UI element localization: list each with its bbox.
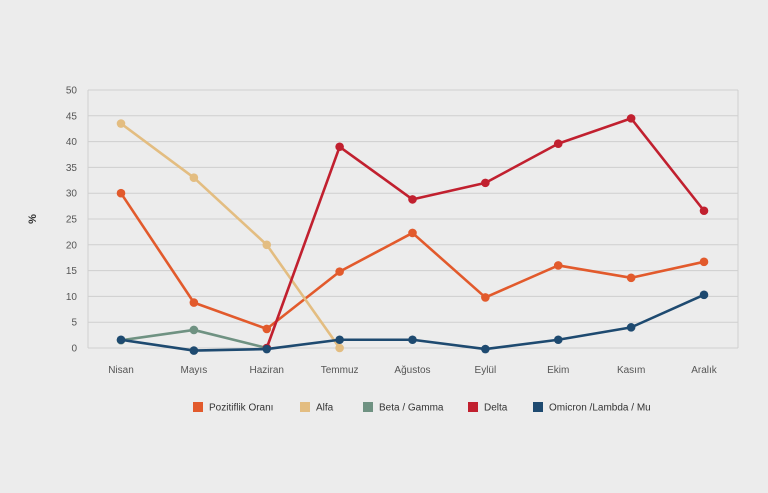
series-group bbox=[116, 188, 709, 334]
legend-label: Omicron /Lambda / Mu bbox=[549, 403, 651, 414]
y-tick-label: 30 bbox=[66, 189, 78, 200]
data-point bbox=[553, 261, 563, 270]
x-tick-label: Ekim bbox=[547, 365, 569, 376]
data-point bbox=[335, 142, 344, 152]
data-point bbox=[553, 335, 563, 345]
data-point bbox=[189, 346, 199, 355]
data-point bbox=[262, 240, 272, 250]
data-point bbox=[189, 173, 199, 183]
data-point bbox=[699, 206, 709, 216]
data-point bbox=[262, 344, 272, 354]
x-tick-label: Temmuz bbox=[321, 365, 359, 376]
data-point bbox=[408, 228, 417, 238]
x-tick-label: Haziran bbox=[250, 365, 284, 376]
data-point bbox=[626, 114, 636, 123]
data-point bbox=[408, 335, 417, 345]
data-point bbox=[481, 344, 490, 354]
data-point bbox=[481, 178, 490, 188]
legend-swatch bbox=[193, 402, 203, 412]
data-point bbox=[116, 335, 126, 345]
legend-swatch bbox=[533, 402, 543, 412]
x-tick-label: Eylül bbox=[475, 365, 497, 376]
y-tick-label: 25 bbox=[66, 215, 78, 226]
y-tick-label: 10 bbox=[66, 292, 78, 303]
data-point bbox=[335, 343, 344, 353]
y-tick-label: 15 bbox=[66, 266, 78, 277]
data-point bbox=[699, 257, 709, 267]
x-tick-label: Nisan bbox=[108, 365, 134, 376]
x-tick-label: Mayıs bbox=[181, 365, 208, 376]
data-point bbox=[335, 267, 344, 276]
series-line bbox=[120, 122, 341, 349]
legend-swatch bbox=[363, 402, 373, 412]
y-tick-label: 35 bbox=[66, 163, 78, 174]
legend-swatch bbox=[300, 402, 310, 412]
y-tick-label: 40 bbox=[66, 137, 78, 148]
x-tick-label: Kasım bbox=[617, 365, 645, 376]
y-tick-label: 50 bbox=[66, 86, 78, 97]
series-group bbox=[262, 114, 709, 353]
data-point bbox=[189, 325, 199, 335]
series-group bbox=[116, 290, 709, 355]
y-tick-label: 20 bbox=[66, 240, 78, 251]
y-tick-label: 45 bbox=[66, 111, 78, 122]
data-point bbox=[699, 290, 709, 300]
data-point bbox=[408, 195, 417, 204]
legend-swatch bbox=[468, 402, 478, 412]
axes: 0 5 10 15 20 25 30 35 40 45 50 Nisan Mayıs Haziran Tem… bbox=[66, 86, 718, 377]
data-point bbox=[335, 335, 344, 345]
y-tick-label: 5 bbox=[71, 318, 77, 329]
y-tick-label: 0 bbox=[71, 344, 77, 355]
series-group bbox=[116, 119, 344, 353]
data-point bbox=[262, 324, 272, 334]
legend-label: Pozitiflik Oranı bbox=[209, 403, 273, 414]
legend: Pozitiflik Oranı Alfa Beta / Gamma Delta Omi… bbox=[193, 402, 651, 414]
series-lines bbox=[116, 114, 709, 355]
data-point bbox=[626, 323, 636, 332]
y-axis-label: % bbox=[27, 214, 39, 224]
data-point bbox=[626, 273, 636, 283]
legend-label: Delta bbox=[484, 403, 508, 414]
series-line bbox=[265, 117, 706, 349]
data-point bbox=[553, 139, 563, 148]
data-point bbox=[189, 298, 199, 307]
x-tick-label: Ağustos bbox=[394, 365, 430, 376]
x-tick-label: Aralık bbox=[691, 365, 718, 376]
legend-label: Alfa bbox=[316, 403, 334, 414]
legend-label: Beta / Gamma bbox=[379, 403, 444, 414]
series-line bbox=[119, 192, 705, 331]
data-point bbox=[116, 119, 126, 128]
data-point bbox=[481, 293, 490, 302]
data-point bbox=[116, 188, 126, 198]
